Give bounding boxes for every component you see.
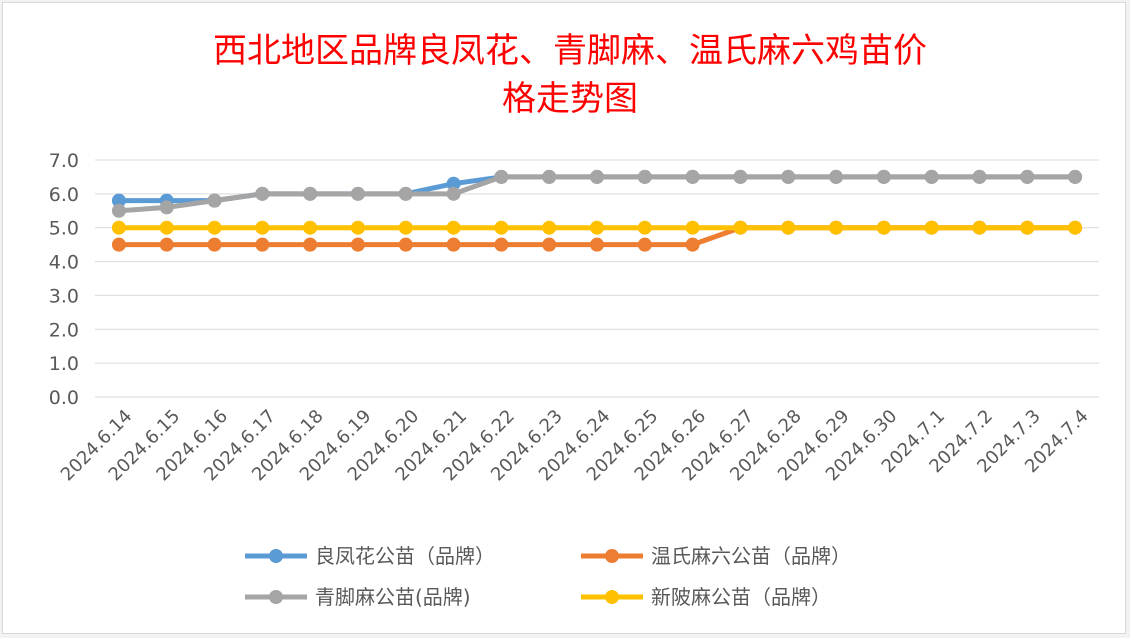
- data-point: [924, 169, 939, 184]
- data-point: [781, 220, 796, 235]
- data-point: [207, 220, 222, 235]
- legend-label: 良凤花公苗（品牌）: [315, 544, 495, 568]
- y-tick-label: 3.0: [49, 285, 79, 307]
- data-point: [207, 193, 222, 208]
- data-point: [111, 220, 126, 235]
- data-point: [685, 237, 700, 252]
- data-point: [590, 220, 604, 235]
- chart-title-line-2: 格走势图: [502, 79, 638, 119]
- legend-label: 温氏麻六公苗（品牌）: [651, 544, 851, 568]
- data-point: [350, 186, 365, 201]
- legend-swatch-marker: [605, 590, 619, 604]
- y-tick-label: 6.0: [49, 184, 79, 206]
- data-point: [829, 220, 844, 235]
- data-point: [446, 186, 461, 201]
- data-point: [637, 237, 652, 252]
- data-point: [972, 220, 987, 235]
- data-point: [255, 237, 270, 252]
- data-point: [590, 169, 604, 184]
- data-point: [494, 220, 509, 235]
- legend-item: 良凤花公苗（品牌）: [245, 544, 495, 568]
- data-point: [542, 169, 557, 184]
- data-point: [159, 200, 174, 215]
- data-point: [111, 203, 126, 218]
- y-axis-ticks: 0.0 1.0 2.0 3.0 4.0 5.0 6.0 7.0: [49, 150, 79, 409]
- data-point: [1068, 169, 1083, 184]
- data-point: [255, 186, 270, 201]
- data-point: [303, 237, 318, 252]
- data-point: [255, 220, 270, 235]
- y-tick-label: 7.0: [49, 150, 79, 172]
- y-tick-label: 4.0: [49, 252, 79, 274]
- data-point: [542, 237, 557, 252]
- y-tick-label: 2.0: [49, 319, 79, 341]
- data-point: [781, 169, 796, 184]
- x-axis-ticks: 2024.6.142024.6.152024.6.162024.6.172024…: [57, 406, 1093, 486]
- line-chart: 西北地区品牌良凤花、青脚麻、温氏麻六鸡苗价 格走势图 0.0 1.0 2.0 3.0 4…: [49, 31, 1099, 609]
- data-point: [159, 220, 174, 235]
- y-tick-label: 0.0: [49, 387, 79, 409]
- legend-item: 新陂麻公苗（品牌）: [581, 585, 831, 609]
- legend-item: 温氏麻六公苗（品牌）: [581, 544, 851, 568]
- data-point: [159, 237, 174, 252]
- data-point: [111, 237, 126, 252]
- data-point: [542, 220, 557, 235]
- y-tick-label: 1.0: [49, 353, 79, 375]
- data-point: [876, 220, 891, 235]
- legend-swatch-marker: [605, 549, 619, 563]
- data-point: [494, 237, 509, 252]
- data-point: [398, 220, 413, 235]
- series-3: [111, 220, 1083, 235]
- data-point: [733, 220, 748, 235]
- chart-title-line-1: 西北地区品牌良凤花、青脚麻、温氏麻六鸡苗价: [213, 31, 927, 71]
- data-point: [494, 169, 509, 184]
- data-point: [1068, 220, 1083, 235]
- data-point: [972, 169, 987, 184]
- legend-swatch-marker: [269, 549, 283, 563]
- data-point: [637, 169, 652, 184]
- data-point: [350, 237, 365, 252]
- legend: 良凤花公苗（品牌） 温氏麻六公苗（品牌） 青脚麻公苗(品牌) 新陂麻公苗（品牌）: [245, 544, 851, 609]
- data-point: [207, 237, 222, 252]
- data-point: [590, 237, 604, 252]
- legend-item: 青脚麻公苗(品牌): [245, 585, 471, 609]
- data-point: [446, 220, 461, 235]
- legend-label: 青脚麻公苗(品牌): [315, 585, 471, 609]
- data-point: [303, 186, 318, 201]
- legend-label: 新陂麻公苗（品牌）: [651, 585, 831, 609]
- data-point: [685, 220, 700, 235]
- series-layer: [111, 169, 1083, 252]
- data-point: [398, 237, 413, 252]
- legend-swatch-marker: [269, 590, 283, 604]
- data-point: [637, 220, 652, 235]
- data-point: [303, 220, 318, 235]
- data-point: [111, 193, 126, 208]
- data-point: [446, 176, 461, 191]
- data-point: [685, 169, 700, 184]
- data-point: [924, 220, 939, 235]
- series-2: [111, 169, 1083, 218]
- data-point: [350, 220, 365, 235]
- data-point: [1020, 220, 1035, 235]
- data-point: [876, 169, 891, 184]
- y-tick-label: 5.0: [49, 218, 79, 240]
- data-point: [1020, 169, 1035, 184]
- data-point: [829, 169, 844, 184]
- data-point: [446, 237, 461, 252]
- data-point: [733, 169, 748, 184]
- data-point: [398, 186, 413, 201]
